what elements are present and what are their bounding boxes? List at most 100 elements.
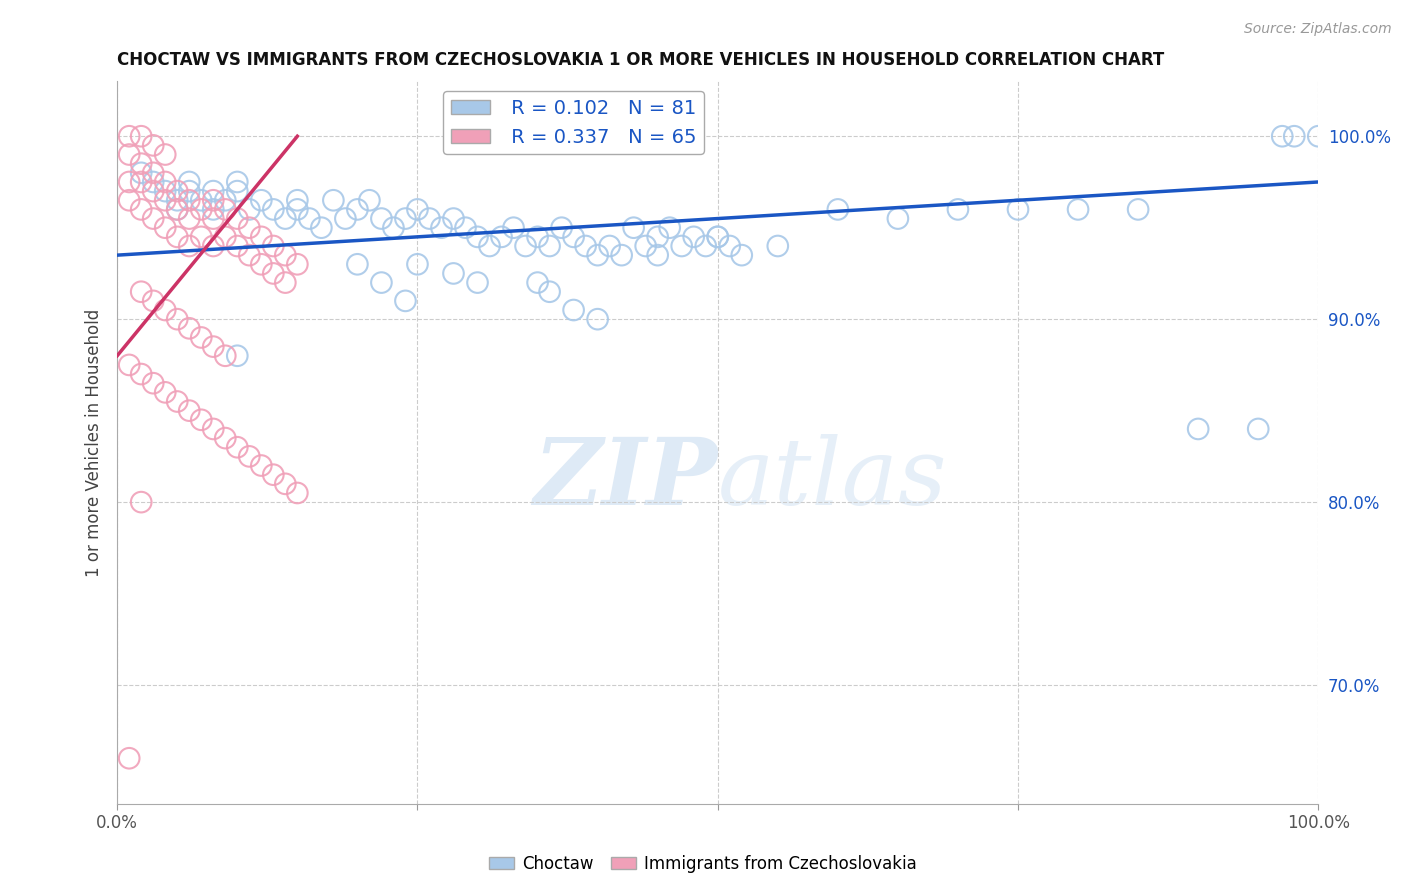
Point (226, 349, 249, 363)
Point (166, 194, 188, 208)
Point (946, 202, 969, 217)
Point (155, 194, 177, 208)
Point (575, 239, 598, 253)
Point (335, 211, 357, 226)
Point (394, 293, 416, 308)
Point (382, 220, 405, 235)
Point (285, 194, 308, 208)
Point (166, 202, 188, 217)
Point (262, 202, 284, 217)
Point (562, 303, 585, 318)
Point (166, 312, 188, 326)
Point (214, 194, 236, 208)
Point (682, 230, 704, 244)
Point (226, 440, 249, 454)
Point (647, 248, 669, 262)
Point (695, 239, 717, 253)
Point (129, 156, 152, 170)
Point (238, 220, 260, 235)
Point (1187, 422, 1209, 436)
Point (179, 239, 201, 253)
Point (623, 220, 645, 235)
Point (538, 239, 561, 253)
Point (226, 184, 249, 198)
Point (491, 230, 513, 244)
Point (202, 422, 225, 436)
Point (179, 175, 201, 189)
Point (155, 175, 177, 189)
Point (274, 211, 297, 226)
Point (129, 367, 152, 381)
Point (190, 330, 212, 344)
Point (1126, 202, 1149, 217)
Point (443, 211, 465, 226)
Text: CHOCTAW VS IMMIGRANTS FROM CZECHOSLOVAKIA 1 OR MORE VEHICLES IN HOUSEHOLD CORREL: CHOCTAW VS IMMIGRANTS FROM CZECHOSLOVAKI… (117, 51, 1164, 69)
Point (190, 202, 212, 217)
Point (478, 239, 501, 253)
Point (118, 194, 141, 208)
Point (610, 248, 633, 262)
Point (1007, 202, 1029, 217)
Point (202, 194, 225, 208)
Point (538, 285, 561, 299)
Point (647, 230, 669, 244)
Point (250, 230, 273, 244)
Point (454, 220, 477, 235)
Point (202, 202, 225, 217)
Point (285, 202, 308, 217)
Point (274, 248, 297, 262)
Point (202, 340, 225, 354)
Point (311, 220, 333, 235)
Point (179, 403, 201, 417)
Point (285, 486, 308, 500)
Point (658, 220, 681, 235)
Point (322, 194, 344, 208)
Point (142, 166, 165, 180)
Point (262, 267, 284, 281)
Point (166, 202, 188, 217)
Point (346, 257, 368, 271)
Point (118, 175, 141, 189)
Point (562, 230, 585, 244)
Point (238, 450, 260, 464)
Point (250, 257, 273, 271)
Point (250, 458, 273, 473)
Point (214, 230, 236, 244)
Point (274, 276, 297, 290)
Point (118, 147, 141, 161)
Text: ZIP: ZIP (533, 434, 717, 524)
Point (118, 358, 141, 372)
Point (179, 211, 201, 226)
Point (190, 194, 212, 208)
Point (202, 184, 225, 198)
Point (262, 467, 284, 482)
Point (226, 239, 249, 253)
Point (443, 267, 465, 281)
Legend: Choctaw, Immigrants from Czechoslovakia: Choctaw, Immigrants from Czechoslovakia (482, 848, 924, 880)
Point (238, 202, 260, 217)
Point (155, 303, 177, 318)
Text: atlas: atlas (717, 434, 948, 524)
Y-axis label: 1 or more Vehicles in Household: 1 or more Vehicles in Household (86, 309, 103, 577)
Point (526, 230, 548, 244)
Point (731, 248, 754, 262)
Point (887, 211, 910, 226)
Point (142, 138, 165, 153)
Legend:  R = 0.102   N = 81,  R = 0.337   N = 65: R = 0.102 N = 81, R = 0.337 N = 65 (443, 91, 704, 154)
Point (155, 385, 177, 400)
Point (129, 166, 152, 180)
Point (238, 248, 260, 262)
Point (550, 220, 572, 235)
Point (155, 220, 177, 235)
Point (467, 276, 489, 290)
Point (1308, 129, 1330, 144)
Point (142, 376, 165, 391)
Point (118, 129, 141, 144)
Point (129, 175, 152, 189)
Point (515, 239, 537, 253)
Point (502, 220, 524, 235)
Point (202, 239, 225, 253)
Point (1271, 129, 1294, 144)
Point (634, 239, 657, 253)
Point (359, 194, 381, 208)
